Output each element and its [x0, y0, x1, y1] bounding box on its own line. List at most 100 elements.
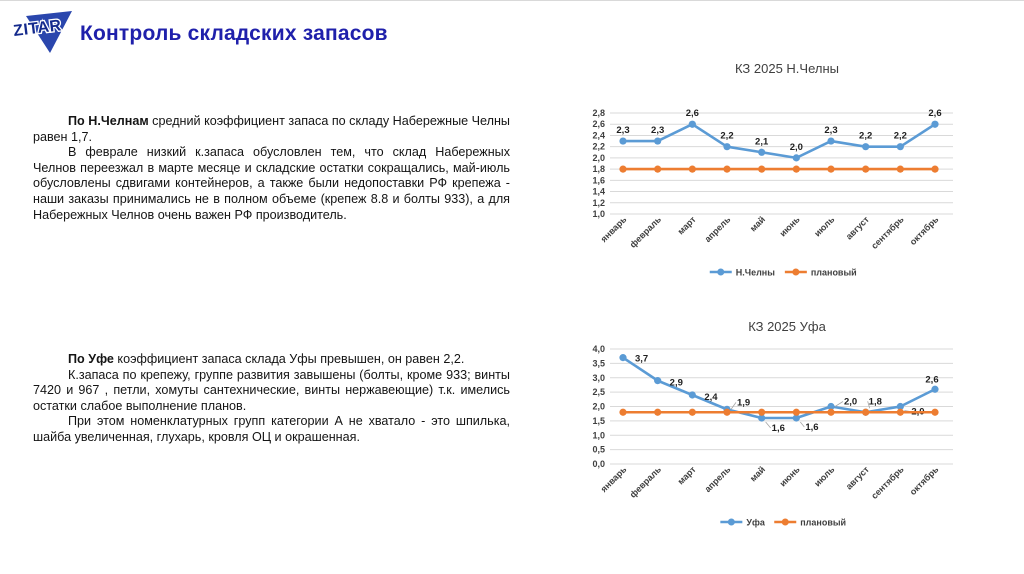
paragraph: К.запаса по крепежу, группе развития зав… — [33, 367, 510, 413]
data-point — [896, 402, 904, 411]
x-tick-label: май — [748, 464, 767, 483]
data-label: 2,0 — [844, 397, 857, 408]
data-point — [792, 154, 800, 162]
data-point — [758, 414, 766, 422]
label-leader-line — [867, 401, 871, 409]
x-tick-label: октябрь — [908, 464, 941, 497]
data-label: 1,9 — [737, 397, 750, 408]
label-leader-line — [800, 421, 805, 428]
data-point — [827, 402, 835, 411]
legend-marker-icon — [727, 518, 735, 526]
x-tick-label: октябрь — [908, 214, 941, 247]
data-point — [688, 120, 696, 128]
y-tick-label: 2,6 — [592, 119, 605, 129]
y-tick-label: 2,8 — [592, 108, 605, 118]
data-label: 2,6 — [686, 108, 699, 119]
y-tick-label: 1,2 — [592, 198, 605, 208]
x-tick-label: июнь — [778, 214, 803, 239]
chart-title: КЗ 2025 Н.Челны — [735, 61, 839, 76]
data-point — [688, 391, 696, 399]
nchelny-summary-text: По Н.Челнам средний коэффициент запаса п… — [33, 114, 510, 223]
y-tick-label: 3,5 — [592, 358, 605, 368]
data-point — [931, 408, 939, 416]
x-tick-label: август — [844, 464, 872, 492]
series-line-Н.Челны — [621, 122, 937, 160]
data-point — [619, 137, 627, 145]
legend-item: плановый — [774, 518, 846, 528]
y-tick-label: 1,6 — [592, 175, 605, 185]
chart-ufa-svg: КЗ 2025 Уфа0,00,51,01,52,02,53,03,54,0ян… — [592, 319, 953, 528]
data-point — [931, 385, 939, 393]
data-point — [896, 143, 904, 151]
y-tick-label: 1,8 — [592, 164, 605, 174]
data-point — [758, 165, 766, 173]
x-tick-label: февраль — [628, 464, 664, 500]
data-point — [896, 408, 904, 416]
x-tick-label: июль — [812, 464, 837, 489]
legend-item: плановый — [784, 268, 857, 278]
paragraph: По Н.Челнам средний коэффициент запаса п… — [33, 114, 510, 145]
x-tick-label: март — [676, 464, 699, 487]
data-label: 2,6 — [928, 108, 941, 119]
data-point — [723, 408, 731, 416]
y-tick-label: 1,4 — [592, 187, 605, 197]
legend-marker-icon — [781, 518, 789, 526]
x-tick-label: апрель — [703, 464, 733, 494]
data-label: 2,6 — [925, 374, 938, 385]
x-tick-label: апрель — [703, 214, 733, 244]
data-point — [688, 165, 696, 173]
legend-label: Уфа — [746, 518, 765, 528]
chart-ufa: КЗ 2025 Уфа 0,0 0,5 1,0 1,5 2,0 2,5 3,0 3,5 4,0 ян… — [565, 311, 1017, 551]
y-tick-label: 2,2 — [592, 142, 605, 152]
data-point — [931, 165, 939, 173]
data-label: 2,2 — [859, 131, 872, 142]
chart-nchelny: КЗ 2025 Н.Челны 1,0 1,2 1,4 1,6 1,8 2,0 2,2 2,4 2… — [565, 53, 1017, 296]
label-leader-line — [730, 402, 737, 410]
x-tick-label: февраль — [628, 214, 664, 250]
data-label: 2,2 — [720, 131, 733, 142]
x-tick-label: июнь — [778, 464, 803, 489]
data-point — [827, 137, 835, 145]
data-label: 2,0 — [790, 142, 803, 153]
data-point — [862, 165, 870, 173]
data-point — [654, 137, 662, 145]
legend-label: плановый — [811, 268, 857, 278]
lead-in-rest: средний коэффициент запаса по складу Наб… — [33, 114, 510, 144]
data-point — [862, 408, 870, 416]
data-point — [758, 408, 766, 416]
legend-label: плановый — [800, 518, 846, 528]
data-point — [619, 408, 627, 416]
y-tick-label: 2,4 — [592, 130, 605, 140]
label-leader-line — [765, 421, 771, 429]
data-point — [723, 165, 731, 173]
data-label: 1,6 — [805, 422, 818, 433]
ufa-summary-text: По Уфе коэффициент запаса склада Уфы пре… — [33, 352, 510, 446]
x-tick-label: сентябрь — [869, 464, 906, 501]
data-point — [862, 143, 870, 151]
x-tick-label: март — [676, 214, 699, 237]
data-label: 2,3 — [651, 125, 664, 136]
chart-nchelny-svg: КЗ 2025 Н.Челны1,01,21,41,61,82,02,22,42… — [592, 61, 953, 278]
data-point — [654, 165, 662, 173]
data-label: 2,9 — [670, 378, 683, 389]
y-tick-label: 1,0 — [592, 209, 605, 219]
legend-marker-icon — [717, 268, 725, 276]
y-tick-label: 0,5 — [592, 445, 605, 455]
data-point — [723, 143, 731, 151]
paragraph: В феврале низкий к.запаса обусловлен тем… — [33, 145, 510, 222]
data-point — [619, 165, 627, 173]
lead-in-bold: По Уфе — [68, 352, 114, 366]
data-point — [792, 408, 800, 416]
data-point — [931, 120, 939, 128]
data-point — [896, 165, 904, 173]
data-point — [654, 408, 662, 416]
data-point — [758, 148, 766, 156]
data-label: 2,3 — [824, 125, 837, 136]
x-tick-label: август — [844, 214, 872, 242]
data-label: 3,7 — [635, 354, 648, 365]
data-label: 2,2 — [894, 131, 907, 142]
x-tick-label: июль — [812, 214, 837, 239]
page-title: Контроль складских запасов — [80, 22, 388, 45]
paragraph: При этом номенклатурных групп категории … — [33, 414, 510, 444]
chart-title: КЗ 2025 Уфа — [748, 319, 826, 334]
